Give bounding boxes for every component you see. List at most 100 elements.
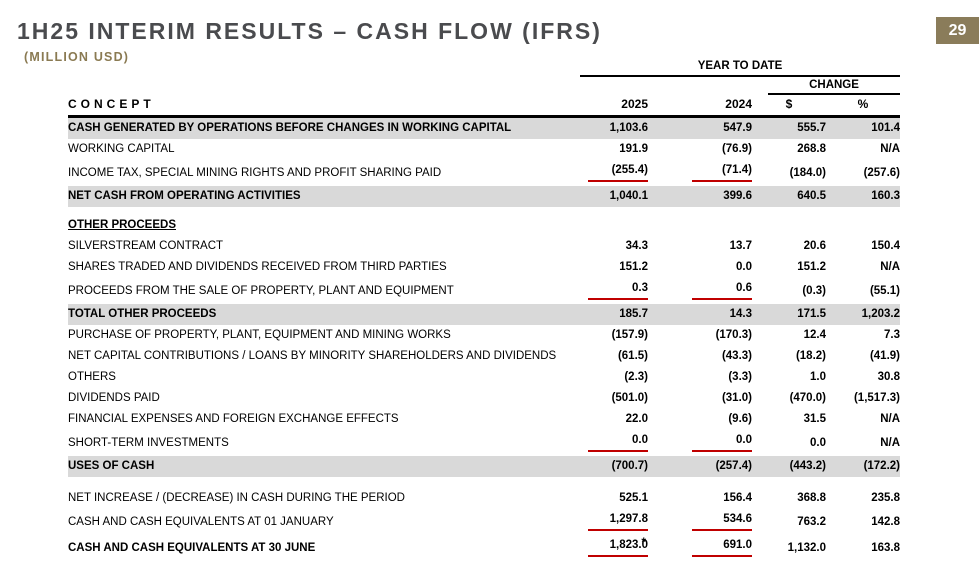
- concept-cell: SHARES TRADED AND DIVIDENDS RECEIVED FRO…: [68, 257, 580, 278]
- value-change-usd: (184.0): [752, 160, 826, 186]
- table-row: PROCEEDS FROM THE SALE OF PROPERTY, PLAN…: [68, 278, 900, 304]
- table-row: USES OF CASH(700.7)(257.4)(443.2)(172.2): [68, 456, 900, 477]
- column-header-concept: CONCEPT: [68, 95, 580, 117]
- value-change-usd: 20.6: [752, 236, 826, 257]
- value-2024: (71.4): [648, 160, 752, 186]
- value-2025: 1,823.0*: [580, 535, 648, 561]
- value-change-usd: (0.3): [752, 278, 826, 304]
- value-change-usd: 1.0: [752, 367, 826, 388]
- value-2024: 156.4: [648, 488, 752, 509]
- value-2024: 0.6: [648, 278, 752, 304]
- concept-cell: INCOME TAX, SPECIAL MINING RIGHTS AND PR…: [68, 160, 580, 186]
- value-change-pct: 160.3: [826, 186, 900, 207]
- value-2025: 1,040.1: [580, 186, 648, 207]
- value-2025: (61.5): [580, 346, 648, 367]
- value-2024: (3.3): [648, 367, 752, 388]
- value-change-pct: N/A: [826, 139, 900, 160]
- concept-cell: CASH AND CASH EQUIVALENTS AT 30 JUNE: [68, 535, 580, 561]
- red-underlined-value: 534.6: [692, 513, 752, 531]
- table-row: OTHER PROCEEDS: [68, 215, 900, 236]
- red-underlined-value: 0.6: [692, 282, 752, 300]
- value-2024: 13.7: [648, 236, 752, 257]
- value-2024: 0.0: [648, 430, 752, 456]
- table-row: DIVIDENDS PAID(501.0)(31.0)(470.0)(1,517…: [68, 388, 900, 409]
- value-2024: 547.9: [648, 117, 752, 140]
- table-row: PURCHASE OF PROPERTY, PLANT, EQUIPMENT A…: [68, 325, 900, 346]
- red-underlined-value: 0.0: [692, 434, 752, 452]
- column-header-2025: 2025: [580, 95, 648, 117]
- table-column-header-row: CONCEPT 2025 2024 $ %: [68, 95, 900, 117]
- value-2025: 185.7: [580, 304, 648, 325]
- page-number-badge: 29: [936, 17, 979, 44]
- concept-cell: NET CASH FROM OPERATING ACTIVITIES: [68, 186, 580, 207]
- concept-cell: CASH AND CASH EQUIVALENTS AT 01 JANUARY: [68, 509, 580, 535]
- table-group-header-row: YEAR TO DATE: [68, 56, 900, 76]
- red-underlined-value: 0.3: [588, 282, 648, 300]
- value-change-pct: 1,203.2: [826, 304, 900, 325]
- concept-cell: TOTAL OTHER PROCEEDS: [68, 304, 580, 325]
- table-row: [68, 477, 900, 488]
- value-change-usd: (470.0): [752, 388, 826, 409]
- concept-cell: NET INCREASE / (DECREASE) IN CASH DURING…: [68, 488, 580, 509]
- footnote-asterisk: *: [641, 536, 646, 549]
- value-2025: 34.3: [580, 236, 648, 257]
- table-row: CASH AND CASH EQUIVALENTS AT 01 JANUARY 1…: [68, 509, 900, 535]
- value-2024: (257.4): [648, 456, 752, 477]
- value-change-pct: 150.4: [826, 236, 900, 257]
- red-underlined-value: (255.4): [588, 164, 648, 182]
- year-to-date-header: YEAR TO DATE: [580, 56, 900, 76]
- value-change-usd: 31.5: [752, 409, 826, 430]
- value-2024: 691.0: [648, 535, 752, 561]
- table-row: SHARES TRADED AND DIVIDENDS RECEIVED FRO…: [68, 257, 900, 278]
- value-2024: (170.3): [648, 325, 752, 346]
- value-change-pct: (1,517.3): [826, 388, 900, 409]
- red-underlined-value: 1,297.8: [588, 513, 648, 531]
- concept-cell: NET CAPITAL CONTRIBUTIONS / LOANS BY MIN…: [68, 346, 580, 367]
- concept-cell: PROCEEDS FROM THE SALE OF PROPERTY, PLAN…: [68, 278, 580, 304]
- value-2025: 191.9: [580, 139, 648, 160]
- value-2025: 0.3: [580, 278, 648, 304]
- value-change-usd: (443.2): [752, 456, 826, 477]
- value-change-pct: N/A: [826, 409, 900, 430]
- table-row: NET CAPITAL CONTRIBUTIONS / LOANS BY MIN…: [68, 346, 900, 367]
- value-change-usd: 151.2: [752, 257, 826, 278]
- table-body: CASH GENERATED BY OPERATIONS BEFORE CHAN…: [68, 117, 900, 561]
- column-header-change-usd: $: [752, 95, 826, 117]
- value-2025: (255.4): [580, 160, 648, 186]
- row-spacer: [68, 477, 900, 488]
- value-change-usd: 368.8: [752, 488, 826, 509]
- value-change-usd: 763.2: [752, 509, 826, 535]
- concept-cell: OTHERS: [68, 367, 580, 388]
- value-2025: (501.0): [580, 388, 648, 409]
- concept-cell: DIVIDENDS PAID: [68, 388, 580, 409]
- value-2025: (157.9): [580, 325, 648, 346]
- value-2025: 151.2: [580, 257, 648, 278]
- value-change-pct: (41.9): [826, 346, 900, 367]
- value-2024: 534.6: [648, 509, 752, 535]
- concept-cell: WORKING CAPITAL: [68, 139, 580, 160]
- table-row: CASH GENERATED BY OPERATIONS BEFORE CHAN…: [68, 117, 900, 140]
- value-change-pct: N/A: [826, 257, 900, 278]
- value-2025: 1,103.6: [580, 117, 648, 140]
- value-2024: 14.3: [648, 304, 752, 325]
- change-header: CHANGE: [768, 78, 900, 95]
- page-title: 1H25 INTERIM RESULTS – CASH FLOW (IFRS): [17, 18, 602, 45]
- value-2025: 22.0: [580, 409, 648, 430]
- value-change-pct: 7.3: [826, 325, 900, 346]
- column-header-2024: 2024: [648, 95, 752, 117]
- value-change-usd: (18.2): [752, 346, 826, 367]
- column-header-change-pct: %: [826, 95, 900, 117]
- value-2025: 1,297.8: [580, 509, 648, 535]
- table-row: [68, 207, 900, 215]
- table-change-header-row: CHANGE: [68, 76, 900, 95]
- table-row: FINANCIAL EXPENSES AND FOREIGN EXCHANGE …: [68, 409, 900, 430]
- red-underlined-value: 1,823.0: [588, 539, 648, 557]
- concept-cell: SILVERSTREAM CONTRACT: [68, 236, 580, 257]
- red-underlined-value: 0.0: [588, 434, 648, 452]
- value-2025: (700.7): [580, 456, 648, 477]
